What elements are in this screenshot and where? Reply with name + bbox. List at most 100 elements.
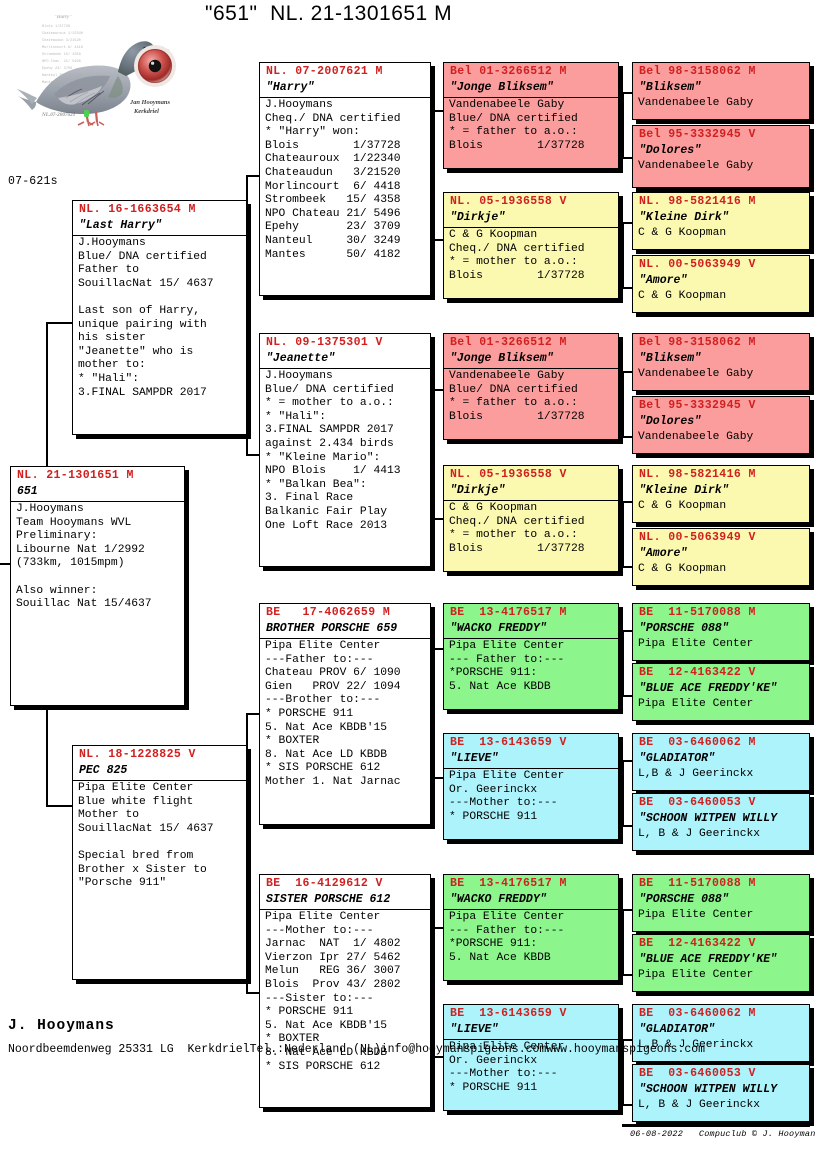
divider [444,768,618,769]
card-gen5-11[interactable]: BE 03-6460053 V "SCHOON WITPEN WILLY L, … [632,793,810,851]
detail-line: Epehy 23/ 3709 [265,221,401,234]
card-gen3-3[interactable]: BE 16-4129612 V SISTER PORSCHE 612 Pipa … [259,874,431,1108]
detail-line: mother to: [78,359,146,372]
card-details: C & G Koopman Cheq./ DNA certified * = mot… [444,228,618,285]
card-gen4-3[interactable]: NL. 05-1936558 V "Dirkje" C & G Koopman C… [443,465,619,572]
card-gen4-1[interactable]: NL. 05-1936558 V "Dirkje" C & G Koopman C… [443,192,619,299]
card-gen4-2[interactable]: Bel 01-3266512 M "Jonge Bliksem" Vandena… [443,333,619,440]
card-gen5-6[interactable]: NL. 98-5821416 M "Kleine Dirk" C & G Koo… [632,465,810,523]
card-gen5-7[interactable]: NL. 00-5063949 V "Amore" C & G Koopman [632,528,810,586]
connector [622,1039,624,1105]
divider [444,97,618,98]
divider [73,780,246,781]
bird-nickname: "Last Harry" [79,219,162,232]
detail-line: Blue/ DNA certified [449,112,578,125]
detail-line: Nanteul 30/ 3249 [265,234,401,247]
card-gen5-4[interactable]: Bel 98-3158062 M "Bliksem" Vandenabeele … [632,333,810,391]
detail-line: ---Mother to:--- [265,924,374,937]
card-gen4-5[interactable]: BE 13-6143659 V "LIEVE" Pipa Elite Cente… [443,733,619,840]
bird-nickname: "SCHOON WITPEN WILLY [639,812,778,825]
ring-number: NL. 07-2007621 M [266,65,383,78]
card-gen4-4[interactable]: BE 13-4176517 M "WACKO FREDDY" Pipa Elit… [443,603,619,710]
card-gen5-12[interactable]: BE 11-5170088 M "PORSCHE 088" Pipa Elite… [632,874,810,932]
card-gen5-1[interactable]: Bel 95-3332945 V "Dolores" Vandenabeele … [632,125,810,188]
card-gen5-14[interactable]: BE 03-6460062 M "GLADIATOR" L,B & J Geer… [632,1004,810,1062]
detail-line: * SIS PORSCHE 612 [265,762,381,775]
card-gen5-3[interactable]: NL. 00-5063949 V "Amore" C & G Koopman [632,255,810,313]
detail-line: * = mother to a.o.: [265,397,394,410]
detail-line: *PORSCHE 911: [449,667,538,680]
card-gen4-7[interactable]: BE 13-6143659 V "LIEVE" Pipa Elite Cente… [443,1004,619,1111]
bird-nickname: "Bliksem" [639,81,702,94]
card-gen5-8[interactable]: BE 11-5170088 M "PORSCHE 088" Pipa Elite… [632,603,810,661]
owner-name: L, B & J Geerinckx [638,1099,761,1111]
divider [260,368,430,369]
svg-text:"Harry": "Harry" [54,15,72,20]
owner-name: L,B & J Geerinckx [638,1039,754,1051]
card-gen5-2[interactable]: NL. 98-5821416 M "Kleine Dirk" C & G Koo… [632,192,810,250]
detail-line: Brother x Sister to [78,863,207,876]
detail-line: Blois 1/37728 [265,139,401,152]
owner-name: Vandenabeele Gaby [638,431,754,443]
connector [622,501,624,567]
divider [444,638,618,639]
pigeon-photo: "Harry" Blois 1/37728 Chateauroux 1/2234… [14,6,204,132]
connector [622,630,624,696]
bird-nickname: "LIEVE" [450,752,499,765]
owner-name: Vandenabeele Gaby [638,368,754,380]
detail-line: Cheq./ DNA certified [265,112,401,125]
card-gen5-15[interactable]: BE 03-6460053 V "SCHOON WITPEN WILLY L, … [632,1064,810,1122]
divider [73,235,246,236]
divider [260,97,430,98]
bird-nickname: "GLADIATOR" [639,752,715,765]
connector [246,454,260,456]
connector [432,239,445,241]
eye-closeup [134,45,176,87]
card-gen5-13[interactable]: BE 12-4163422 V "BLUE ACE FREDDY'KE" Pip… [632,934,810,992]
detail-line: * "Harry" won: [265,126,360,139]
card-gen5-10[interactable]: BE 03-6460062 M "GLADIATOR" L,B & J Geer… [632,733,810,791]
card-gen3-1[interactable]: NL. 09-1375301 V "Jeanette" J.Hooymans Bl… [259,333,431,567]
bird-nickname: "Dirkje" [450,211,506,224]
page-title: "651" NL. 21-1301651 M [205,2,453,25]
bird-nickname: "Harry" [266,81,315,94]
ring-number: BE 13-4176517 M [450,877,567,890]
bird-nickname: "Amore" [639,274,688,287]
detail-line: * "Hali": [78,372,140,385]
detail-line: ---Brother to:--- [265,694,381,707]
detail-line: 5. Nat Ace KBDB'15 [265,721,388,734]
card-gen4-0[interactable]: Bel 01-3266512 M "Jonge Bliksem" Vandena… [443,62,619,169]
connector [622,909,634,911]
detail-line: 3.FINAL SAMPDR 2017 [265,424,394,437]
card-gen2-sire[interactable]: NL. 16-1663654 M "Last Harry" J.Hooymans… [72,200,247,435]
card-subject[interactable]: NL. 21-1301651 M 651 J.Hooymans Team Hooy… [10,466,185,706]
card-gen3-2[interactable]: BE 17-4062659 M BROTHER PORSCHE 659 Pipa… [259,603,431,825]
connector [46,805,72,807]
card-gen4-6[interactable]: BE 13-4176517 M "WACKO FREDDY" Pipa Elit… [443,874,619,981]
ring-number: BE 03-6460062 M [639,736,756,749]
card-gen5-5[interactable]: Bel 95-3332945 V "Dolores" Vandenabeele … [632,396,810,454]
detail-line: NPO Blois 1/ 4413 [265,465,401,478]
card-gen2-dam[interactable]: NL. 18-1228825 V PEC 825 Pipa Elite Cent… [72,745,247,980]
card-gen5-0[interactable]: Bel 98-3158062 M "Bliksem" Vandenabeele … [632,62,810,120]
detail-line: "Jeanette" who is [78,345,194,358]
ring-number: NL. 00-5063949 V [639,531,756,544]
detail-line: SouillacNat 15/ 4637 [78,822,214,835]
detail-line: against 2.434 birds [265,437,394,450]
bird-nickname: "Dolores" [639,415,702,428]
ring-number: NL. 00-5063949 V [639,258,756,271]
ring-number: BE 11-5170088 M [639,606,756,619]
card-gen3-0[interactable]: NL. 07-2007621 M "Harry" J.Hooymans Cheq.… [259,62,431,296]
connector [432,927,445,929]
detail-line: --- Father to:--- [449,924,565,937]
connector [46,322,72,324]
detail-line: Tel.:Nederland (NL) [249,1043,381,1056]
detail-line: Jarnac NAT 1/ 4802 [265,938,401,951]
ring-number: BE 17-4062659 M [266,606,391,619]
ring-number: NL. 05-1936558 V [450,468,567,481]
detail-line: Mother 1. Nat Jarnac [265,775,401,788]
connector [622,436,634,438]
card-gen5-9[interactable]: BE 12-4163422 V "BLUE ACE FREDDY'KE" Pip… [632,663,810,721]
owner-name: Pipa Elite Center [638,969,754,981]
owner-name: L,B & J Geerinckx [638,768,754,780]
